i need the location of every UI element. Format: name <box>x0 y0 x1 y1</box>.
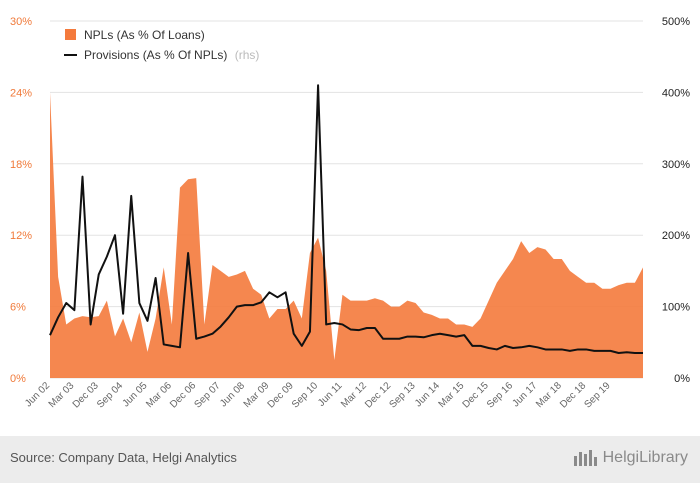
x-tick-label: Sep 04 <box>95 380 125 410</box>
provisions-line-layer <box>49 84 643 355</box>
right-tick-label: 500% <box>662 16 690 28</box>
x-tick-label: Sep 19 <box>582 380 612 410</box>
x-tick-label: Sep 13 <box>387 380 417 410</box>
legend: NPLs (As % Of Loans) Provisions (As % Of… <box>64 28 259 62</box>
legend-rhs-note: (rhs) <box>235 48 260 62</box>
chart: 0%6%12%18%24%30% 0%100%200%300%400%500% … <box>10 16 690 411</box>
npl-area-layer <box>50 92 643 379</box>
x-tick-label: Dec 15 <box>461 380 491 410</box>
right-tick-label: 400% <box>662 87 690 99</box>
left-tick-label: 18% <box>10 159 32 171</box>
left-tick-label: 30% <box>10 16 32 28</box>
right-tick-label: 200% <box>662 230 690 242</box>
left-tick-label: 12% <box>10 230 32 242</box>
x-tick-label: Sep 10 <box>290 380 320 410</box>
x-tick-label: Dec 18 <box>558 380 588 410</box>
left-axis: 0% 6% 12% 18% 24% 30% <box>10 16 32 385</box>
x-tick-label: Dec 09 <box>266 380 296 410</box>
left-tick-label: 24% <box>10 87 32 99</box>
legend-provisions-label: Provisions (As % Of NPLs) <box>84 48 227 62</box>
svg-text:Provisions (As % Of NPLs): Provisions (As % Of NPLs) (rhs) <box>84 48 259 62</box>
x-tick-label: Sep 16 <box>485 380 515 410</box>
right-tick-label: 300% <box>662 159 690 171</box>
x-tick-label: Dec 03 <box>71 380 101 410</box>
right-axis: 0% 100% 200% 300% 400% 500% <box>662 16 690 385</box>
legend-npl-swatch <box>65 29 76 40</box>
x-tick-label: Dec 06 <box>168 380 198 410</box>
x-tick-label: Sep 07 <box>193 380 223 410</box>
right-tick-label: 100% <box>662 302 690 314</box>
footer: Source: Company Data, Helgi Analytics He… <box>0 436 700 483</box>
brand-name: HelgiLibrary <box>602 449 688 466</box>
left-tick-label: 0% <box>10 373 26 385</box>
left-tick-label: 6% <box>10 302 26 314</box>
npl-series-area <box>50 92 643 379</box>
provisions-series-line <box>49 84 643 355</box>
library-icon <box>573 450 597 466</box>
brand-logo: HelgiLibrary <box>573 448 688 468</box>
right-tick-label: 0% <box>674 373 690 385</box>
source-note: Source: Company Data, Helgi Analytics <box>10 450 237 465</box>
legend-npl-label: NPLs (As % Of Loans) <box>84 28 205 42</box>
x-tick-label: Dec 12 <box>363 380 393 410</box>
